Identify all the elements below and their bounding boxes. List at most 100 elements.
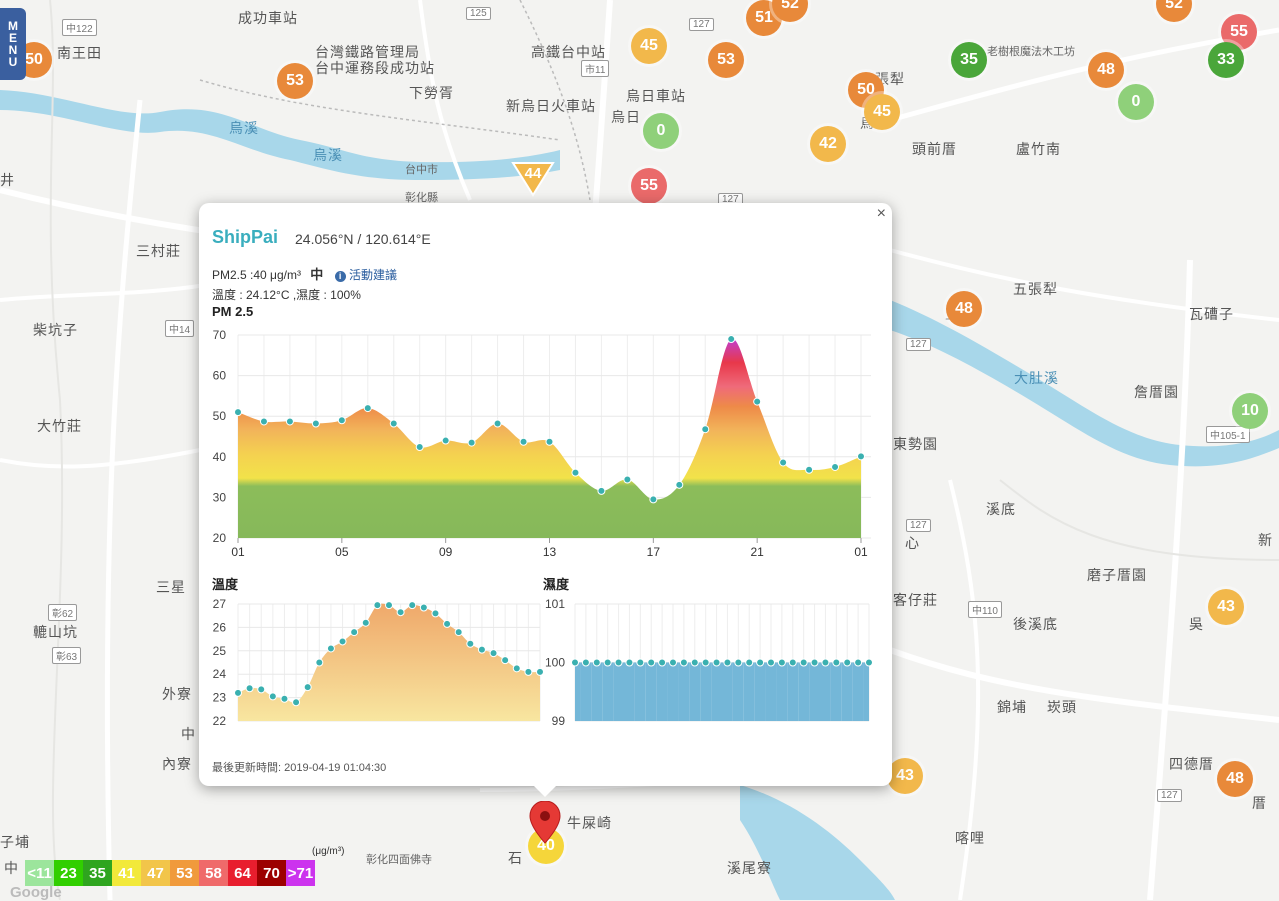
pm-station-marker[interactable]: 35	[951, 42, 987, 78]
data-point	[259, 417, 268, 426]
menu-letter: N	[8, 43, 18, 57]
pm-legend: <11 23 35 41 47 53 58 64 70 >71	[25, 860, 315, 886]
y-tick-label: 99	[552, 714, 566, 725]
legend-item: 47	[141, 860, 170, 886]
pm-station-marker[interactable]: 45	[864, 94, 900, 130]
data-point	[857, 452, 865, 461]
pm-station-marker[interactable]: 10	[1232, 393, 1268, 429]
place-label: 盧竹南	[1016, 141, 1061, 157]
pm-station-marker[interactable]: 43	[887, 758, 923, 794]
pm-station-marker[interactable]: 48	[1088, 52, 1124, 88]
pm-station-marker[interactable]: 53	[708, 42, 744, 78]
place-label: 磨子厝園	[1087, 567, 1147, 583]
humidity-bar	[575, 662, 581, 721]
activity-advice-link[interactable]: 活動建議	[349, 268, 398, 282]
y-tick-label: 60	[213, 369, 227, 383]
pm-station-marker[interactable]: 0	[1118, 84, 1154, 120]
x-tick-label: 21	[750, 545, 764, 559]
place-label: 新烏日火車站	[506, 98, 596, 114]
x-tick-label: 17	[647, 545, 661, 559]
place-label: 吳	[1189, 616, 1204, 632]
data-point	[493, 419, 502, 428]
data-point	[396, 608, 405, 617]
humidity-bar	[722, 662, 733, 721]
data-point	[361, 618, 370, 627]
humidity-bar	[689, 662, 701, 721]
data-point	[311, 419, 320, 428]
humidity-bar	[754, 662, 766, 721]
pm-station-marker[interactable]: 52	[772, 0, 808, 22]
place-label: 台灣鐵路管理局	[315, 44, 420, 60]
pm-station-marker[interactable]: 0	[643, 113, 679, 149]
place-label: 大竹莊	[37, 418, 82, 434]
road-number-label: 彰62	[48, 604, 78, 621]
pm-station-marker[interactable]: 48	[1217, 761, 1253, 797]
pm-station-marker[interactable]: 45	[631, 28, 667, 64]
data-point	[753, 397, 762, 406]
road-number-label: 中122	[62, 19, 97, 36]
place-label: 三村莊	[136, 243, 181, 259]
place-label: 轆山坑	[33, 624, 78, 640]
data-point	[292, 698, 301, 707]
data-point	[712, 658, 721, 667]
pm-station-marker[interactable]: 48	[946, 291, 982, 327]
data-point	[524, 667, 533, 676]
data-point	[690, 658, 699, 667]
data-point	[519, 437, 528, 446]
humidity-bar	[809, 662, 820, 721]
place-label: 烏日	[611, 109, 641, 125]
legend-item: 35	[83, 860, 112, 886]
data-point	[810, 658, 819, 667]
data-point	[831, 462, 840, 471]
pm-station-marker[interactable]: 42	[810, 126, 846, 162]
data-point	[597, 486, 606, 495]
place-label: 牛屎崎	[567, 815, 612, 831]
pm-station-marker[interactable]: 53	[277, 63, 313, 99]
x-tick-label: 09	[439, 545, 453, 559]
close-popup-button[interactable]: ×	[876, 205, 886, 222]
data-point	[363, 404, 372, 413]
data-point	[489, 649, 498, 658]
data-point	[477, 645, 486, 654]
data-point	[512, 664, 521, 673]
x-tick-label: 05	[335, 545, 349, 559]
humidity-bar	[787, 662, 799, 721]
pm-station-marker[interactable]: 55	[631, 168, 667, 204]
place-label: 中	[4, 860, 19, 876]
y-tick-label: 24	[213, 667, 227, 681]
location-pin-icon[interactable]	[529, 801, 561, 845]
road-number-label: 127	[689, 18, 714, 31]
data-point	[415, 443, 424, 452]
station-popup: × ShipPai 24.056°N / 120.614°E PM2.5 :40…	[199, 203, 892, 786]
pm-reading-line: PM2.5 :40 μg/m³ 中 i 活動建議	[212, 264, 397, 283]
triangle-marker-value[interactable]: 44	[524, 165, 542, 182]
data-point	[501, 656, 510, 665]
legend-unit: (μg/m³)	[312, 846, 345, 857]
data-point	[865, 658, 873, 667]
humidity-bar	[732, 662, 744, 721]
data-point	[408, 601, 417, 610]
temperature-chart: 22 23 24 25 26 27	[213, 597, 544, 725]
data-point	[285, 417, 294, 426]
data-point	[701, 425, 710, 434]
menu-letter: M	[8, 19, 18, 33]
pm-station-marker[interactable]: 33	[1208, 42, 1244, 78]
legend-item: 23	[54, 860, 83, 886]
place-label: 五張犁	[1013, 281, 1058, 297]
place-label: 心	[905, 535, 920, 551]
place-label: 客仔莊	[893, 592, 938, 608]
pm-station-marker[interactable]: 43	[1208, 589, 1244, 625]
legend-item: 53	[170, 860, 199, 886]
humidity-bar	[645, 662, 657, 721]
triangle-station-marker	[511, 162, 555, 197]
data-point	[647, 658, 656, 667]
road-number-label: 127	[1157, 789, 1182, 802]
pm-station-marker[interactable]: 52	[1156, 0, 1192, 22]
humidity-bar	[613, 662, 624, 721]
humidity-bar	[667, 662, 679, 721]
menu-letter: E	[8, 31, 17, 45]
place-label: 頭前厝	[912, 141, 957, 157]
place-label: 彰化縣	[405, 192, 438, 204]
info-icon[interactable]: i	[334, 271, 346, 282]
